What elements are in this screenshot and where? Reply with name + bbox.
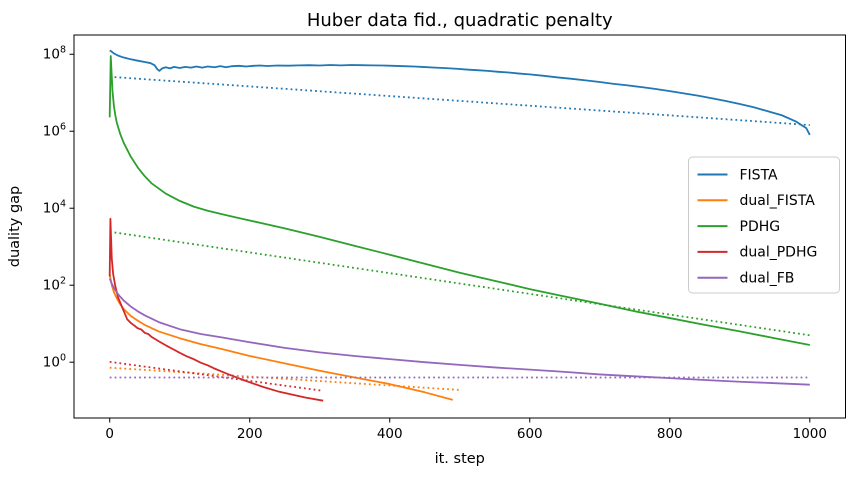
series-pdhg-line [108,55,810,346]
series-lines [108,49,811,402]
series-dual-pdhg-rate-line [109,360,324,392]
legend-entry: PDHG [697,219,781,235]
legend-entry: dual_PDHG [697,245,818,261]
series-dual-pdhg-line [108,217,324,402]
y-axis-ticks: 108 106 104 102 100 [43,45,74,371]
x-axis-label: it. step [435,451,485,467]
y-tick-label: 102 [43,276,66,294]
legend-entry: dual_FISTA [697,193,816,209]
series-pdhg-rate-line [109,230,810,337]
legend-label: PDHG [740,219,781,235]
series-dual-fista-rate-line [109,366,460,391]
x-tick-label: 400 [377,426,403,442]
series-dual-fista-line [108,274,453,401]
chart-title: Huber data fid., quadratic penalty [307,10,613,31]
x-tick-label: 0 [105,426,114,442]
x-axis-ticks: 0 200 400 600 800 1000 [105,418,827,442]
y-axis-label: duality gap [7,186,23,268]
legend-label: dual_PDHG [740,245,818,261]
legend-label: dual_FB [740,271,795,287]
legend-label: FISTA [740,167,779,183]
x-tick-label: 600 [517,426,543,442]
legend: FISTA dual_FISTA PDHG dual_PDHG dual_FB [688,156,840,294]
x-tick-label: 200 [237,426,263,442]
x-tick-label: 800 [657,426,683,442]
series-dual-fb-line [108,278,810,386]
y-tick-label: 108 [43,45,66,63]
plot-area [73,34,846,419]
y-tick-label: 100 [43,353,66,371]
legend-entry: FISTA [697,167,779,183]
legend-entry: dual_FB [697,271,795,287]
series-fista-line [109,49,811,136]
series-fista-rate-line [109,75,810,126]
legend-label: dual_FISTA [740,193,816,209]
y-tick-label: 106 [43,122,66,140]
legend-box [688,156,840,294]
y-tick-label: 104 [43,199,66,217]
x-tick-label: 1000 [793,426,827,442]
